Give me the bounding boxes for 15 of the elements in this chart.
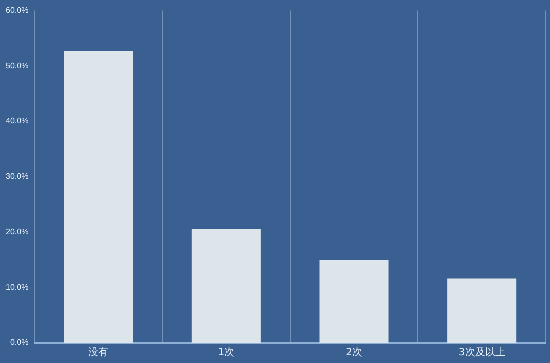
bar	[448, 278, 517, 343]
x-tick-label: 1次	[218, 348, 235, 359]
x-tick-label: 3次及以上	[458, 346, 506, 359]
bar	[64, 51, 134, 343]
y-tick-label: 40.0%	[6, 116, 29, 126]
bar	[192, 228, 261, 343]
x-tick-label: 没有	[88, 346, 109, 359]
y-tick-label: 50.0%	[6, 61, 29, 70]
y-tick-label: 10.0%	[6, 282, 29, 292]
bar	[320, 260, 389, 343]
y-tick-label: 30.0%	[6, 172, 29, 182]
y-tick-label: 20.0%	[6, 227, 29, 236]
y-tick-label: 0.0%	[10, 338, 29, 348]
x-tick-label: 2次	[346, 348, 362, 359]
y-tick-label: 60.0%	[6, 6, 29, 16]
